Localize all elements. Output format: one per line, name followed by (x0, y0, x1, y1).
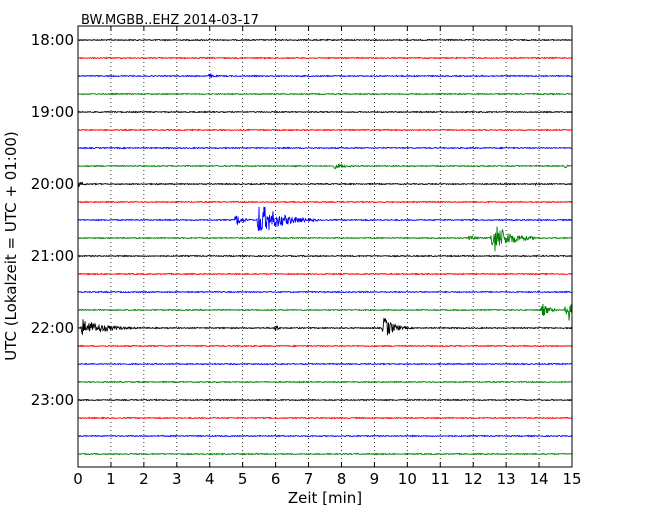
trace-line (77, 317, 573, 336)
trace-line (77, 92, 573, 96)
trace-line (77, 434, 573, 438)
y-tick-label: 20:00 (31, 175, 74, 193)
trace-line (77, 146, 573, 150)
x-tick-label: 11 (431, 470, 450, 488)
y-tick-label: 22:00 (31, 319, 74, 337)
trace-line (77, 344, 573, 348)
trace-line (77, 416, 573, 420)
x-tick-label: 3 (172, 470, 182, 488)
trace-line (77, 226, 573, 252)
x-tick-label: 2 (139, 470, 149, 488)
x-tick-label: 1 (106, 470, 116, 488)
x-tick-label: 15 (562, 470, 581, 488)
x-tick-label: 0 (73, 470, 83, 488)
trace-line (77, 290, 573, 294)
x-tick-label: 14 (530, 470, 549, 488)
x-tick-label: 4 (205, 470, 215, 488)
x-tick-label: 5 (238, 470, 248, 488)
y-axis-ticks: 18:00 19:00 20:00 21:00 22:00 23:00 (31, 31, 572, 409)
y-tick-label: 19:00 (31, 103, 74, 121)
trace-line (77, 452, 573, 456)
x-axis-ticks: 0 1 2 3 4 5 6 7 8 9 10 11 12 13 14 15 (73, 26, 582, 488)
trace-line (77, 200, 573, 204)
trace-line (77, 110, 573, 114)
plot-frame (77, 25, 573, 468)
chart-title: BW.MGBB..EHZ 2014-03-17 (81, 13, 259, 28)
x-tick-label: 12 (464, 470, 483, 488)
trace-line (77, 362, 573, 366)
trace-line (77, 181, 573, 188)
x-tick-label: 9 (370, 470, 380, 488)
trace-line (77, 72, 573, 79)
trace-line (77, 303, 573, 321)
y-axis-label: UTC (Lokalzeit = UTC + 01:00) (2, 131, 20, 361)
y-tick-label: 23:00 (31, 391, 74, 409)
trace-line (77, 206, 573, 232)
trace-line (77, 272, 573, 276)
vertical-grid (110, 26, 540, 467)
trace-line (77, 380, 573, 384)
trace-line (77, 128, 573, 132)
x-axis-label: Zeit [min] (288, 489, 362, 507)
trace-line (77, 254, 573, 258)
trace-line (77, 38, 573, 42)
trace-line (77, 398, 573, 402)
x-tick-label: 8 (337, 470, 347, 488)
y-tick-label: 21:00 (31, 247, 74, 265)
x-tick-label: 6 (271, 470, 281, 488)
trace-lines (77, 38, 573, 456)
x-tick-label: 13 (497, 470, 516, 488)
x-tick-label: 7 (304, 470, 314, 488)
trace-line (77, 56, 573, 60)
trace-line (77, 163, 573, 170)
y-tick-label: 18:00 (31, 31, 74, 49)
x-tick-label: 10 (398, 470, 417, 488)
